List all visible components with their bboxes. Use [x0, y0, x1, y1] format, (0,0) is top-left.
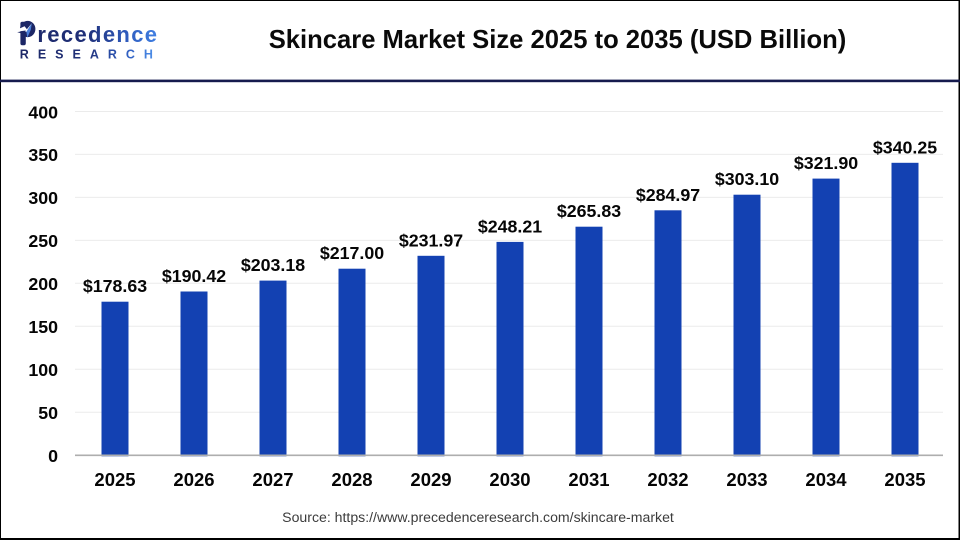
svg-text:2027: 2027 [252, 469, 293, 490]
svg-text:Skincare Market Size 2025 to 2: Skincare Market Size 2025 to 2035 (USD B… [269, 26, 847, 54]
svg-text:2026: 2026 [173, 469, 214, 490]
svg-text:400: 400 [28, 102, 58, 122]
svg-text:$265.83: $265.83 [557, 201, 621, 221]
svg-text:$178.63: $178.63 [83, 276, 147, 296]
svg-text:$203.18: $203.18 [241, 255, 305, 275]
svg-text:RESEARCH: RESEARCH [20, 48, 162, 62]
svg-text:50: 50 [38, 403, 58, 423]
svg-text:2033: 2033 [726, 469, 767, 490]
svg-text:2030: 2030 [489, 469, 530, 490]
svg-text:2035: 2035 [884, 469, 925, 490]
svg-text:$284.97: $284.97 [636, 185, 700, 205]
svg-text:2028: 2028 [331, 469, 372, 490]
svg-text:$303.10: $303.10 [715, 169, 779, 189]
svg-text:0: 0 [48, 446, 58, 466]
svg-text:100: 100 [28, 360, 58, 380]
svg-text:200: 200 [28, 274, 58, 294]
svg-text:$321.90: $321.90 [794, 153, 858, 173]
svg-text:recedence: recedence [37, 22, 158, 47]
svg-text:$340.25: $340.25 [873, 137, 937, 157]
svg-text:2031: 2031 [568, 469, 609, 490]
svg-text:2032: 2032 [647, 469, 688, 490]
svg-text:250: 250 [28, 231, 58, 251]
svg-text:$217.00: $217.00 [320, 243, 384, 263]
svg-text:$248.21: $248.21 [478, 216, 542, 236]
svg-text:2025: 2025 [94, 469, 135, 490]
svg-text:Source: https://www.precedence: Source: https://www.precedenceresearch.c… [282, 509, 674, 525]
svg-text:150: 150 [28, 317, 58, 337]
svg-text:350: 350 [28, 145, 58, 165]
svg-text:2029: 2029 [410, 469, 451, 490]
svg-text:$231.97: $231.97 [399, 230, 463, 250]
svg-text:300: 300 [28, 188, 58, 208]
svg-text:$190.42: $190.42 [162, 266, 226, 286]
svg-text:2034: 2034 [805, 469, 847, 490]
